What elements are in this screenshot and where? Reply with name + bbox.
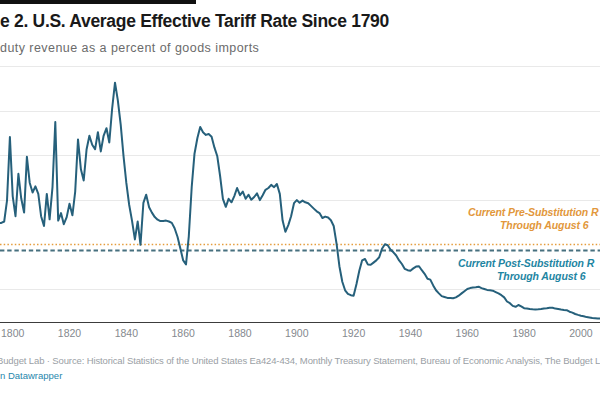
tariff-line-chart [0, 0, 600, 400]
x-tick-1940: 1940 [399, 327, 422, 339]
x-tick-1840: 1840 [115, 327, 138, 339]
post-substitution-label-line1: Current Post-Substitution R [458, 257, 594, 269]
x-tick-1900: 1900 [285, 327, 308, 339]
post-substitution-label-line2: Through August 6 [497, 270, 585, 282]
source-attribution: Budget Lab · Source: Historical Statisti… [0, 355, 600, 366]
pre-substitution-label-line1: Current Pre-Substitution R [468, 206, 598, 218]
page: { "header": { "title": "e 2. U.S. Averag… [0, 0, 600, 400]
x-tick-1980: 1980 [512, 327, 535, 339]
x-tick-1960: 1960 [456, 327, 479, 339]
x-tick-2000: 2000 [569, 327, 592, 339]
x-tick-1860: 1860 [171, 327, 194, 339]
x-tick-1920: 1920 [342, 327, 365, 339]
datawrapper-credit[interactable]: n Datawrapper [0, 370, 62, 381]
x-tick-1800: 1800 [1, 327, 24, 339]
pre-substitution-label-line2: Through August 6 [500, 219, 588, 231]
x-tick-1880: 1880 [228, 327, 251, 339]
x-tick-1820: 1820 [58, 327, 81, 339]
